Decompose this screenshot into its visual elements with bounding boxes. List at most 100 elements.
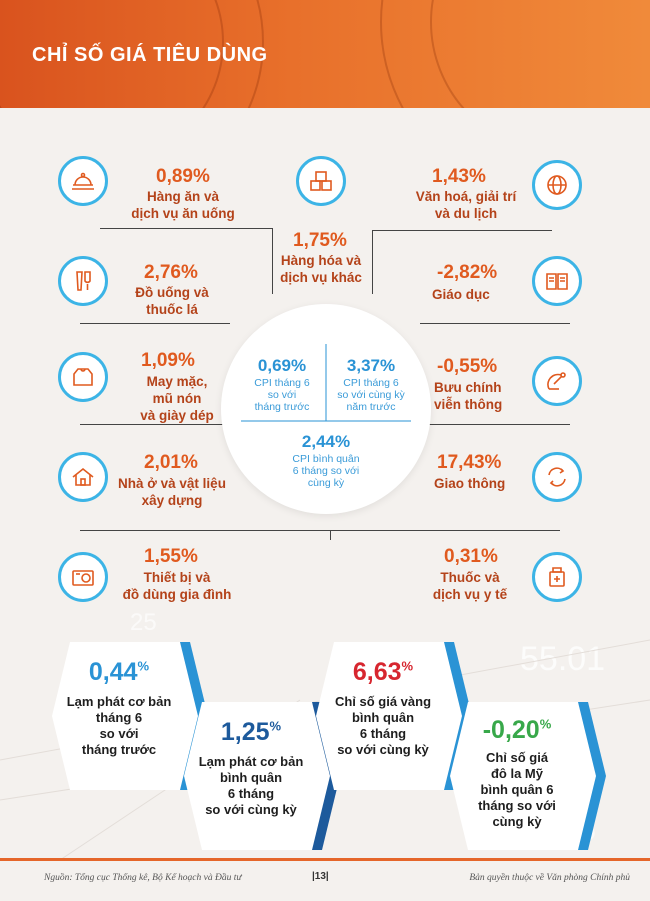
label-line: Nhà ở và vật liệu (118, 476, 226, 491)
book-icon (532, 256, 582, 306)
label-line: CPI tháng 6 (343, 377, 399, 389)
label-line: viễn thông (434, 397, 503, 412)
food-tray-icon (58, 156, 108, 206)
bronze-drum-decoration (430, 0, 650, 108)
cpi-yoy-label: CPI tháng 6 so với cùng kỳ năm trước (324, 377, 418, 413)
label-line: năm trước (346, 401, 396, 413)
label-line: CPI tháng 6 (254, 377, 310, 389)
label-line: so với cùng kỳ (337, 742, 429, 757)
connector-line (80, 424, 230, 425)
label-line: Văn hoá, giải trí (415, 189, 517, 204)
label-line: bình quân 6 (480, 782, 554, 797)
globe-icon (532, 160, 582, 210)
hex-value: 1,25% (220, 718, 282, 746)
label-line: dịch vụ ăn uống (131, 206, 235, 221)
label-line: và giày dép (140, 408, 214, 423)
label-line: so với (99, 726, 139, 741)
drinks-icon (58, 256, 108, 306)
svg-text:55.01: 55.01 (520, 640, 605, 678)
page-title: CHỈ SỐ GIÁ TIÊU DÙNG (32, 44, 268, 66)
label-line: 6 tháng so với (292, 465, 360, 477)
label-line: Chỉ số giá (485, 750, 549, 765)
hex-text: Lạm phát cơ bản tháng 6 so với tháng trư… (34, 694, 204, 758)
connector-line (80, 530, 330, 531)
category-label: Giao thông (434, 475, 524, 492)
category-percent: 1,43% (432, 166, 486, 187)
category-label: Thiết bị và đồ dùng gia đình (112, 569, 242, 603)
cpi-month-label: CPI tháng 6 so với tháng trước (240, 377, 324, 413)
label-line: 6 tháng (227, 786, 275, 801)
label-line: Lạm phát cơ bản (198, 754, 304, 769)
boxes-icon (296, 156, 346, 206)
footer-copyright: Bản quyền thuộc về Văn phòng Chính phủ (469, 873, 630, 883)
appliance-icon (58, 552, 108, 602)
category-percent: 2,76% (144, 262, 198, 283)
hex-shape (316, 642, 472, 790)
hex-value: 0,44% (88, 658, 150, 686)
connector-line (80, 323, 230, 324)
label-line: mũ nón (152, 391, 202, 406)
hex-panel: -0,20% Chỉ số giá đô la Mỹ bình quân 6 t… (438, 700, 608, 852)
cpi-dividers (241, 344, 411, 422)
category-percent: 17,43% (437, 452, 502, 473)
label-line: đô la Mỹ (490, 766, 543, 781)
connector-line (330, 530, 560, 531)
connector-line (100, 228, 272, 229)
category-percent: -2,82% (437, 262, 498, 283)
label-line: Thuốc và (440, 570, 500, 585)
label-line: Thiết bị và (143, 570, 211, 585)
category-percent: 0,89% (156, 166, 210, 187)
label-line: dịch vụ khác (280, 270, 362, 285)
header-banner: CHỈ SỐ GIÁ TIÊU DÙNG (0, 0, 650, 108)
hex-text: Chỉ số giá đô la Mỹ bình quân 6 tháng so… (432, 750, 602, 830)
category-label: Văn hoá, giải trí và du lịch (406, 188, 526, 222)
category-percent: -0,55% (437, 356, 498, 377)
label-line: bình quân (351, 710, 415, 725)
connector-line (420, 424, 570, 425)
label-line: đồ dùng gia đình (122, 587, 232, 602)
category-percent: 2,01% (144, 452, 198, 473)
label-line: CPI bình quân (292, 453, 360, 465)
category-label: May mặc, mũ nón và giày dép (132, 373, 222, 424)
category-label: Đồ uống và thuốc lá (112, 284, 232, 318)
category-percent: 1,75% (293, 230, 347, 251)
category-label: Thuốc và dịch vụ y tế (420, 569, 520, 603)
label-line: May mặc, (146, 374, 208, 389)
label-line: so với (267, 389, 297, 401)
label-line: tháng so với (478, 798, 556, 813)
hex-shape (52, 642, 208, 790)
connector-line (272, 228, 273, 294)
label-line: Hàng ăn và (146, 189, 220, 204)
hex-value: 6,63% (352, 658, 414, 686)
label-line: so với cùng kỳ (337, 389, 405, 401)
label-line: bình quân (219, 770, 283, 785)
cpi-avg-label: CPI bình quân 6 tháng so với cùng kỳ (272, 453, 380, 489)
medicine-icon (532, 552, 582, 602)
label-line: cùng kỳ (307, 477, 345, 489)
label-line: Lạm phát cơ bản (66, 694, 172, 709)
label-line: so với cùng kỳ (205, 802, 297, 817)
label-line: Hàng hóa và (280, 253, 362, 268)
label-line: tháng trước (254, 401, 310, 413)
bronze-drum-decoration (0, 0, 224, 108)
cpi-month-percent: 0,69% (257, 356, 307, 375)
hex-panel: 1,25% Lạm phát cơ bản bình quân 6 tháng … (172, 700, 342, 852)
label-line: Bưu chính (434, 380, 502, 395)
cpi-yoy-percent: 3,37% (346, 356, 396, 375)
label-line: dịch vụ y tế (432, 587, 508, 602)
category-label: Nhà ở và vật liệu xây dựng (112, 475, 232, 509)
hex-panel: 6,63% Chỉ số giá vàng bình quân 6 tháng … (304, 640, 474, 792)
page-number: |13| (312, 871, 329, 882)
hex-value: -0,20% (482, 716, 552, 744)
satellite-icon (532, 356, 582, 406)
label-line: xây dựng (141, 493, 203, 508)
label-line: Đồ uống và (135, 285, 209, 300)
transport-icon (532, 452, 582, 502)
label-line: và du lịch (434, 206, 498, 221)
connector-line (372, 230, 552, 231)
hex-text: Chỉ số giá vàng bình quân 6 tháng so với… (298, 694, 468, 758)
category-percent: 0,31% (444, 546, 498, 567)
house-icon (58, 452, 108, 502)
label-line: thuốc lá (146, 302, 198, 317)
hex-panel: 0,44% Lạm phát cơ bản tháng 6 so với thá… (40, 640, 210, 792)
